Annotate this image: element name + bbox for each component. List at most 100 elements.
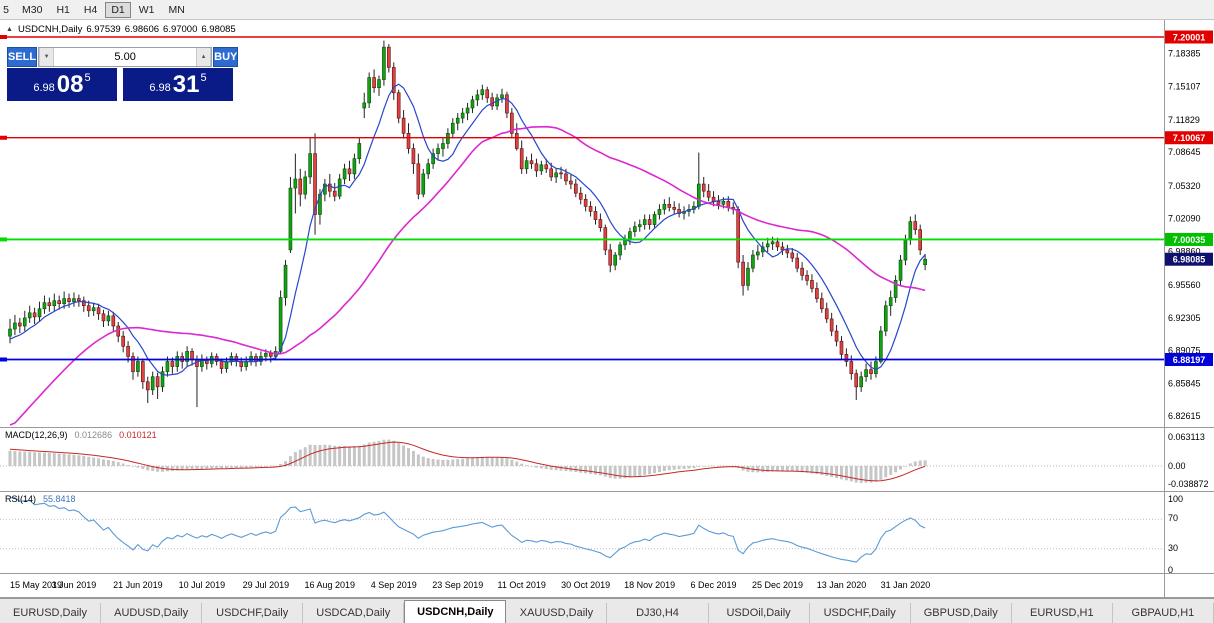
- volume-increase-button[interactable]: ▲: [196, 48, 212, 66]
- timeframe-m30-button[interactable]: M30: [16, 2, 48, 18]
- resistance-badge-7-20001: [1165, 30, 1213, 44]
- svg-text:6.89075: 6.89075: [1168, 346, 1201, 356]
- tab-eurusd-daily[interactable]: EURUSD,Daily: [0, 603, 102, 623]
- chart-symbol-period: USDCNH,Daily: [17, 24, 83, 35]
- line-anchor-marker: [0, 357, 7, 362]
- svg-text:6.85845: 6.85845: [1168, 378, 1201, 388]
- svg-text:10 Jul 2019: 10 Jul 2019: [179, 580, 226, 590]
- ask-price-prefix: 6.98: [149, 82, 171, 94]
- svg-text:31 Jan 2020: 31 Jan 2020: [881, 580, 931, 590]
- one-click-trading-panel: SELL ▼ ▲ BUY 6.98 08 5 6.98 31 5: [7, 47, 239, 101]
- horizontal-level-lines: [0, 35, 1164, 362]
- svg-text:7.10067: 7.10067: [1173, 133, 1206, 143]
- svg-text:6.98860: 6.98860: [1168, 246, 1201, 256]
- bid-price-big-digits: 08: [56, 70, 84, 98]
- tab-audusd-daily[interactable]: AUDUSD,Daily: [101, 603, 203, 623]
- svg-text:6.82615: 6.82615: [1168, 411, 1201, 421]
- ask-price-pip-digit: 5: [200, 72, 207, 84]
- svg-text:3 Jun 2019: 3 Jun 2019: [52, 580, 97, 590]
- svg-text:23 Sep 2019: 23 Sep 2019: [432, 580, 483, 590]
- svg-text:-0.038872: -0.038872: [1168, 479, 1209, 489]
- macd-histogram: [8, 439, 927, 483]
- timeframe-h4-button[interactable]: H4: [78, 2, 103, 18]
- svg-text:0.00: 0.00: [1168, 461, 1186, 471]
- tab-usdcad-daily[interactable]: USDCAD,Daily: [303, 603, 405, 623]
- svg-text:16 Aug 2019: 16 Aug 2019: [305, 580, 356, 590]
- tab-gbpusd-daily[interactable]: GBPUSD,Daily: [910, 603, 1012, 623]
- tab-xauusd-daily[interactable]: XAUUSD,Daily: [506, 603, 608, 623]
- svg-text:70: 70: [1168, 513, 1178, 523]
- svg-text:25 Dec 2019: 25 Dec 2019: [752, 580, 803, 590]
- svg-text:13 Jan 2020: 13 Jan 2020: [817, 580, 867, 590]
- macd-axis-labels: 0.063113 0.00 -0.038872: [1168, 432, 1209, 489]
- svg-text:7.20001: 7.20001: [1173, 33, 1206, 43]
- chart-high-value: 6.98606: [124, 24, 160, 35]
- timeframe-d1-button[interactable]: D1: [105, 1, 131, 18]
- svg-text:6.98085: 6.98085: [1173, 255, 1206, 265]
- tab-usdoil-daily[interactable]: USDOil,Daily: [708, 603, 810, 623]
- sell-button[interactable]: SELL: [7, 47, 38, 67]
- timeframe-h1-button[interactable]: H1: [50, 2, 75, 18]
- level-badge-7-00035: [1165, 232, 1213, 246]
- ask-price-display[interactable]: 6.98 31 5: [123, 68, 233, 101]
- svg-text:30: 30: [1168, 543, 1178, 553]
- rsi-indicator-label: RSI(14) 55.8418: [5, 494, 76, 504]
- current-price-badge: [1165, 252, 1213, 266]
- svg-text:11 Oct 2019: 11 Oct 2019: [497, 580, 545, 590]
- line-anchor-marker: [0, 237, 7, 242]
- timeframe-w1-button[interactable]: W1: [133, 2, 161, 18]
- macd-indicator-label: MACD(12,26,9) 0.012686 0.010121: [5, 430, 157, 440]
- svg-text:7.00035: 7.00035: [1173, 235, 1206, 245]
- chart-open-value: 6.97539: [86, 24, 121, 35]
- support-badge-6-88197: [1165, 352, 1213, 366]
- svg-text:18 Nov 2019: 18 Nov 2019: [624, 580, 675, 590]
- tab-dj30-h4[interactable]: DJ30,H4: [607, 603, 709, 623]
- svg-text:7.02090: 7.02090: [1168, 214, 1201, 224]
- tab-usdcnh-daily[interactable]: USDCNH,Daily: [404, 600, 507, 623]
- tab-gbpaud-h1[interactable]: GBPAUD,H1: [1112, 603, 1214, 623]
- timeframe-toolbar: 5 M30 H1 H4 D1 W1 MN: [0, 0, 1214, 20]
- ma-fast-line: [9, 83, 926, 376]
- chart-low-value: 6.97000: [163, 24, 198, 35]
- timeframe-m15-button[interactable]: 5: [0, 2, 14, 18]
- resistance-badge-7-10067: [1165, 131, 1213, 145]
- chart-tab-bar: EURUSD,Daily AUDUSD,Daily USDCHF,Daily U…: [0, 598, 1214, 623]
- chart-ohlc-title: ▲ USDCNH,Daily 6.97539 6.98606 6.97000 6…: [6, 24, 236, 35]
- macd-name: MACD(12,26,9): [5, 430, 68, 440]
- pane-separators: [0, 20, 1214, 598]
- svg-text:21 Jun 2019: 21 Jun 2019: [113, 580, 163, 590]
- volume-input[interactable]: [54, 48, 197, 66]
- svg-text:4 Sep 2019: 4 Sep 2019: [371, 580, 417, 590]
- svg-text:29 Jul 2019: 29 Jul 2019: [243, 580, 290, 590]
- volume-decrease-button[interactable]: ▼: [39, 48, 55, 66]
- svg-text:7.11829: 7.11829: [1168, 115, 1200, 125]
- svg-text:7.05320: 7.05320: [1168, 181, 1201, 191]
- tab-usdchf-daily-2[interactable]: USDCHF,Daily: [809, 603, 911, 623]
- line-anchor-marker: [0, 35, 7, 39]
- chart-area: 7.18385 7.15107 7.11829 7.08645 7.05320 7.020…: [0, 20, 1214, 598]
- svg-text:30 Oct 2019: 30 Oct 2019: [561, 580, 610, 590]
- price-badges: 7.20001 7.10067 7.00035 6.88197 6.98085: [1165, 30, 1213, 366]
- svg-text:7.15107: 7.15107: [1168, 82, 1201, 92]
- chart-canvas[interactable]: 7.18385 7.15107 7.11829 7.08645 7.05320 7.020…: [0, 20, 1214, 598]
- volume-stepper: ▼ ▲: [38, 47, 213, 67]
- tab-usdchf-daily[interactable]: USDCHF,Daily: [202, 603, 304, 623]
- bid-price-pip-digit: 5: [84, 72, 91, 84]
- price-axis-ticks: 7.18385 7.15107 7.11829 7.08645 7.05320 7.020…: [1168, 48, 1201, 421]
- buy-button[interactable]: BUY: [213, 47, 239, 67]
- svg-text:6.95560: 6.95560: [1168, 280, 1201, 290]
- svg-text:6.88197: 6.88197: [1173, 355, 1206, 365]
- bid-price-display[interactable]: 6.98 08 5: [7, 68, 117, 101]
- ma-slow-line: [9, 125, 926, 426]
- rsi-line: [9, 497, 926, 563]
- svg-text:15 May 2019: 15 May 2019: [10, 580, 62, 590]
- svg-text:6.92305: 6.92305: [1168, 313, 1201, 323]
- svg-text:7.08645: 7.08645: [1168, 147, 1201, 157]
- timeframe-mn-button[interactable]: MN: [163, 2, 191, 18]
- rsi-axis-labels: 100 70 30 0: [1168, 494, 1183, 575]
- svg-text:0: 0: [1168, 565, 1173, 575]
- tab-eurusd-h1[interactable]: EURUSD,H1: [1011, 603, 1113, 623]
- rsi-level-lines: [0, 518, 1164, 550]
